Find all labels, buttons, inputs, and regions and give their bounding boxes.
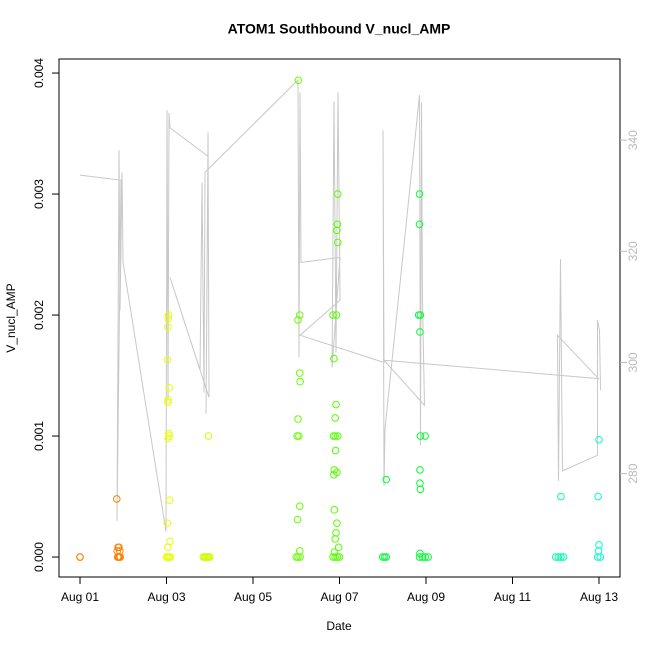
scatter-point — [424, 553, 432, 561]
scatter-point — [559, 553, 568, 561]
scatter-point — [295, 502, 304, 511]
scatter-point — [332, 311, 341, 319]
scatter-point — [331, 432, 339, 440]
y-axis-label: V_nucl_AMP — [4, 283, 18, 352]
scatter-point — [333, 238, 342, 247]
scatter-point — [163, 519, 172, 527]
y-tick-label: 0.000 — [32, 542, 46, 572]
scatter-point — [113, 547, 122, 555]
scatter-point — [415, 190, 424, 198]
scatter-point — [333, 226, 341, 235]
scatter-point — [333, 190, 342, 198]
scatter-point — [164, 398, 172, 406]
scatter-point — [416, 311, 425, 319]
chart-title: ATOM1 Southbound V_nucl_AMP — [228, 21, 451, 37]
y-tick-label: 0.002 — [32, 300, 46, 330]
scatter-point — [164, 314, 173, 323]
scatter-point — [333, 220, 342, 229]
scatter-point — [332, 400, 340, 409]
scatter-point — [294, 553, 302, 561]
scatter-point — [334, 543, 343, 552]
scatter-point — [116, 547, 124, 555]
scatter-point — [294, 316, 302, 324]
scatter-point — [421, 432, 429, 440]
scatter-point — [330, 470, 338, 479]
x-tick-label: Aug 03 — [147, 590, 185, 604]
scatter-point — [293, 515, 302, 524]
scatter-point — [333, 553, 342, 561]
scatter-point — [166, 553, 175, 561]
scatter-point — [112, 495, 121, 503]
y2-tick-label: 280 — [626, 463, 640, 483]
scatter-point — [165, 496, 174, 504]
scatter-point — [416, 466, 424, 474]
scatter-point — [330, 354, 338, 363]
scatter-point — [416, 485, 425, 494]
scatter-point — [330, 466, 339, 474]
scatter-point — [295, 369, 304, 377]
scatter-point — [554, 553, 563, 561]
x-tick-label: Aug 05 — [234, 590, 272, 604]
scatter-point — [551, 553, 560, 561]
scatter-point — [382, 475, 391, 484]
scatter-point — [163, 356, 172, 364]
scatter-point — [164, 543, 172, 552]
scatter-point — [333, 519, 341, 527]
scatter-point — [416, 328, 424, 336]
scatter-point — [415, 220, 424, 229]
scatter-point — [596, 553, 605, 561]
x-tick-label: Aug 07 — [320, 590, 358, 604]
scatter-point — [331, 414, 339, 422]
scatter-point — [295, 432, 303, 440]
scatter-point — [595, 435, 603, 444]
scatter-point — [557, 492, 565, 501]
scatter-point — [416, 479, 424, 488]
scatter-point — [329, 311, 337, 319]
scatter-point — [333, 432, 342, 440]
scatter-point — [418, 553, 427, 561]
scatter-point — [331, 535, 339, 543]
y-tick-label: 0.003 — [32, 179, 46, 209]
scatter-point — [116, 553, 125, 561]
scatter-point — [164, 434, 173, 443]
scatter-point — [294, 76, 303, 85]
scatter-point — [205, 553, 214, 561]
y-tick-label: 0.004 — [32, 58, 46, 88]
scatter-point — [335, 553, 344, 561]
line-series — [79, 78, 601, 532]
scatter-point — [330, 506, 339, 514]
x-axis-label: Date — [326, 619, 352, 633]
scatter-point — [76, 553, 84, 561]
x-tick-label: Aug 01 — [61, 590, 99, 604]
scatter-point — [557, 553, 565, 561]
scatter-point — [295, 311, 304, 319]
x-tick-label: Aug 09 — [407, 590, 445, 604]
scatter-point — [593, 553, 602, 561]
scatter-point — [416, 432, 425, 440]
scatter-point — [164, 323, 172, 331]
y-tick-label: 0.001 — [32, 421, 46, 451]
y2-tick-label: 320 — [626, 241, 640, 261]
x-tick-label: Aug 13 — [580, 590, 618, 604]
scatter-point — [296, 377, 304, 386]
x-tick-label: Aug 11 — [494, 590, 531, 604]
scatter-point — [164, 311, 173, 319]
scatter-point — [595, 541, 603, 549]
y2-tick-label: 340 — [626, 130, 640, 150]
scatter-point — [165, 383, 173, 392]
scatter-point — [415, 553, 424, 561]
y2-tick-label: 300 — [626, 352, 640, 372]
scatter-point — [115, 543, 123, 552]
scatter-point — [421, 553, 429, 561]
scatter-point — [331, 553, 339, 561]
scatter-point — [204, 432, 213, 440]
scatter-point — [294, 415, 302, 423]
scatter-point — [296, 553, 304, 561]
scatter-point — [382, 553, 391, 561]
scatter-point — [594, 492, 602, 501]
scatter-point — [331, 446, 340, 455]
